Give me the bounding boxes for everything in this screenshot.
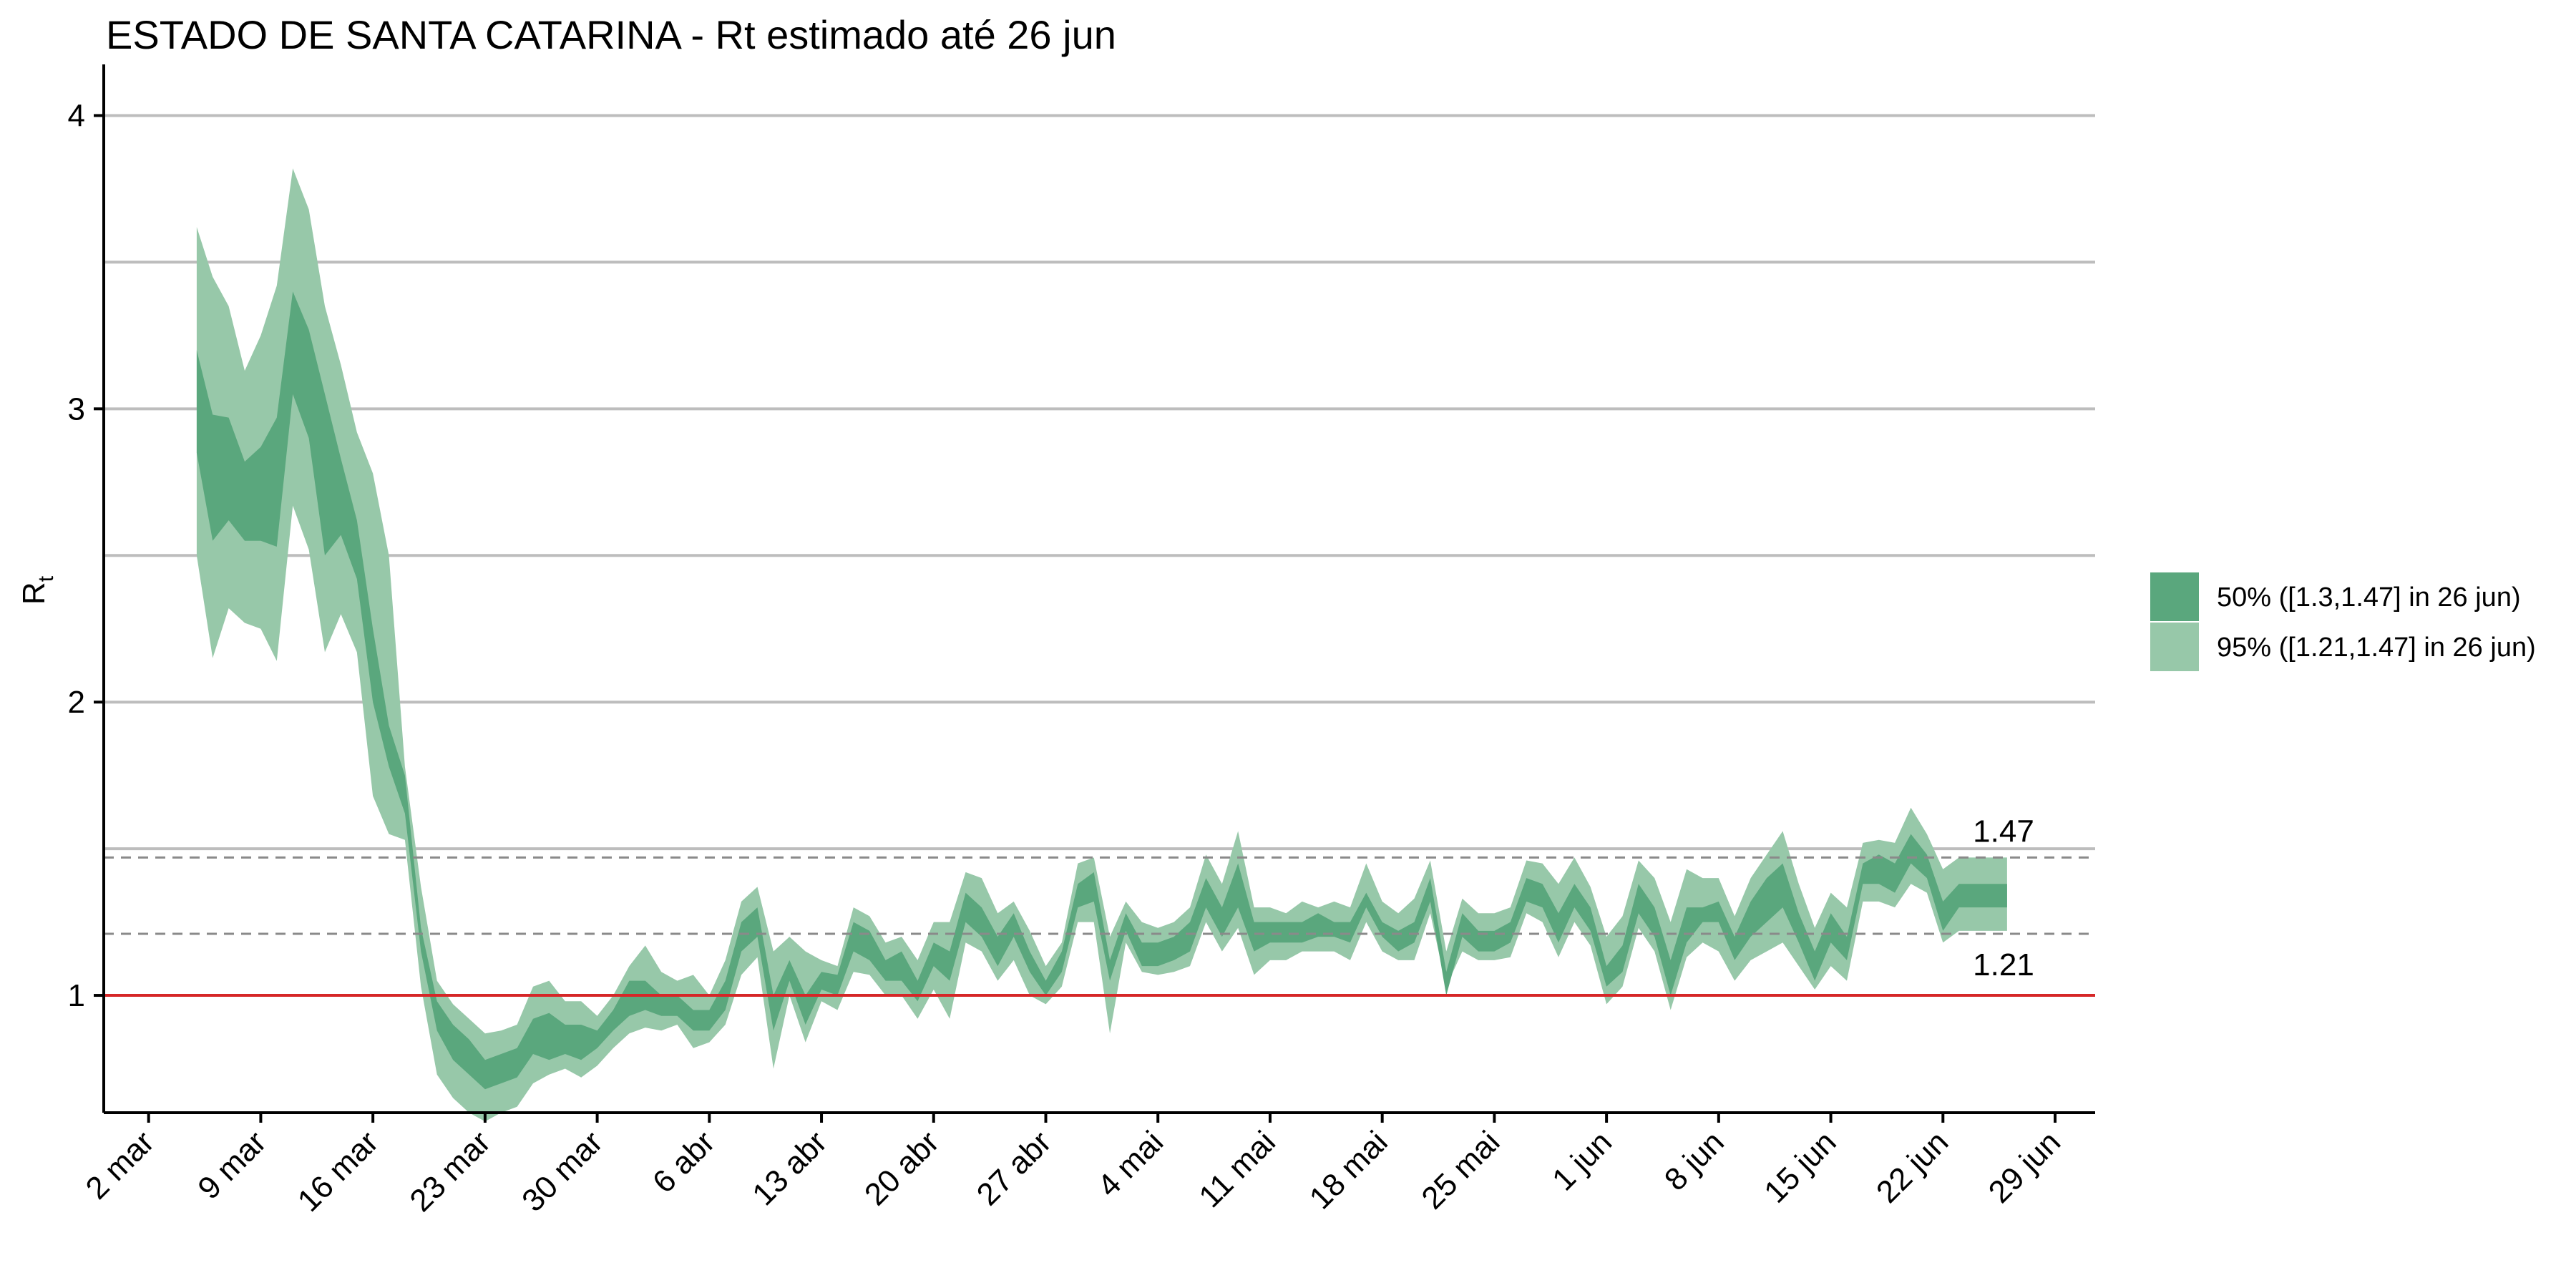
reference-lines-layer: 1.47 1.21 bbox=[104, 814, 2095, 997]
x-tick-label: 30 mar bbox=[515, 1124, 609, 1218]
x-tick-label: 29 jun bbox=[1982, 1124, 2067, 1209]
dashed-line-label: 1.47 bbox=[1973, 814, 2034, 849]
y-tick-label: 1 bbox=[68, 978, 85, 1013]
x-tick-label: 8 jun bbox=[1658, 1124, 1731, 1197]
legend: 50% ([1.3,1.47] in 26 jun) 95% ([1.21,1.4… bbox=[2150, 572, 2536, 671]
x-tick-label: 18 mai bbox=[1303, 1124, 1395, 1216]
grid-layer bbox=[104, 114, 2095, 851]
y-tick-label: 2 bbox=[68, 685, 85, 720]
x-tick-label: 2 mar bbox=[79, 1124, 161, 1206]
band-50-area bbox=[196, 291, 2007, 1090]
x-tick-label: 1 jun bbox=[1546, 1124, 1619, 1197]
x-tick-label: 11 mai bbox=[1192, 1124, 1282, 1214]
dashed-line-label: 1.21 bbox=[1973, 947, 2034, 982]
x-tick-label: 22 jun bbox=[1870, 1124, 1955, 1209]
band-95-layer bbox=[196, 168, 2007, 1122]
x-tick-label: 25 mai bbox=[1415, 1124, 1506, 1216]
x-tick-label: 16 mar bbox=[291, 1124, 385, 1218]
y-axis-label-subscript: t bbox=[34, 575, 58, 582]
legend-label: 95% ([1.21,1.47] in 26 jun) bbox=[2217, 633, 2536, 663]
x-tick-label: 15 jun bbox=[1757, 1124, 1843, 1209]
legend-swatch bbox=[2150, 572, 2199, 621]
x-tick-label: 6 abr bbox=[646, 1124, 722, 1200]
x-tick-label: 9 mar bbox=[191, 1124, 273, 1206]
band-95-area bbox=[196, 168, 2007, 1122]
y-axis-label-main: R bbox=[16, 582, 52, 605]
band-50-layer bbox=[196, 291, 2007, 1090]
y-tick-label: 3 bbox=[68, 391, 85, 426]
x-tick-label: 27 abr bbox=[970, 1124, 1058, 1212]
x-tick-label: 23 mar bbox=[403, 1124, 497, 1218]
legend-swatch bbox=[2150, 623, 2199, 671]
y-axis-label: Rt bbox=[16, 575, 58, 605]
x-tick-label: 4 mai bbox=[1091, 1124, 1171, 1204]
legend-label: 50% ([1.3,1.47] in 26 jun) bbox=[2217, 582, 2521, 613]
x-tick-label: 20 abr bbox=[858, 1124, 946, 1212]
x-tick-label: 13 abr bbox=[746, 1124, 834, 1212]
chart-title: ESTADO DE SANTA CATARINA - Rt estimado a… bbox=[106, 12, 1116, 57]
y-tick-label: 4 bbox=[68, 98, 85, 133]
